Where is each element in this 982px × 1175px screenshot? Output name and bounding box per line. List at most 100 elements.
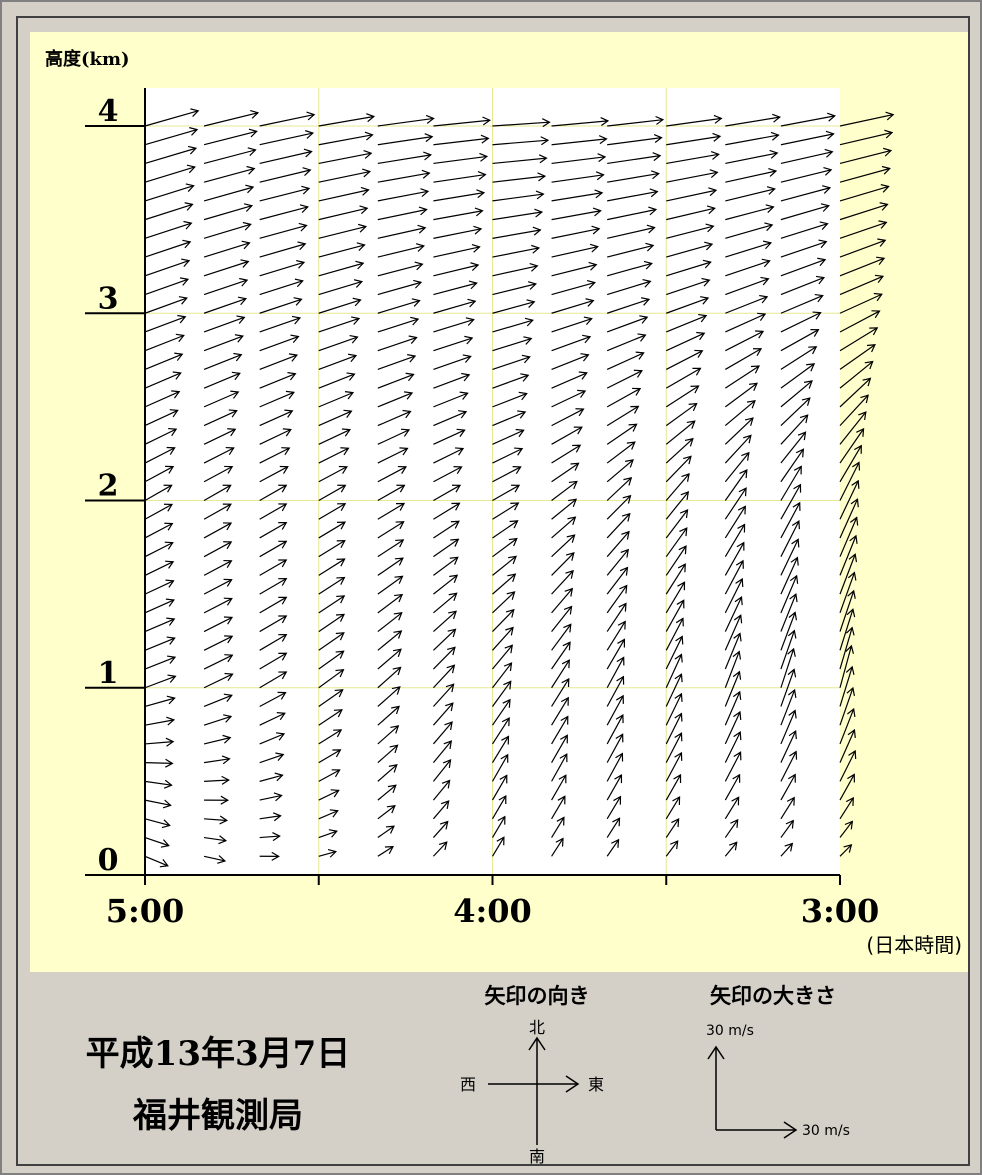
wind-arrow (551, 389, 587, 408)
wind-arrow (665, 491, 690, 520)
wind-arrow (318, 131, 374, 146)
wind-arrow (725, 258, 771, 277)
wind-arrow (144, 836, 170, 848)
station-name: 福井観測局 (132, 1096, 303, 1136)
wind-arrow (492, 118, 551, 128)
wind-arrow (606, 838, 620, 857)
wind-arrow (259, 130, 315, 146)
wind-arrow (606, 795, 622, 820)
wind-arrow (433, 428, 466, 445)
wind-arrow (551, 696, 569, 726)
wind-arrow (665, 732, 683, 763)
wind-arrow (839, 360, 874, 389)
y-tick-label: 3 (98, 281, 119, 316)
wind-arrow (551, 408, 585, 427)
wind-arrow (377, 825, 395, 839)
wind-arrow (144, 108, 200, 127)
wind-arrow (144, 239, 192, 258)
wind-arrow (432, 646, 456, 670)
wind-arrow (259, 484, 288, 502)
wind-arrow (839, 479, 860, 520)
wind-arrow (203, 484, 232, 502)
compass-west: 西 (460, 1075, 476, 1094)
wind-arrow (203, 693, 233, 708)
wind-arrow (433, 225, 483, 239)
wind-arrow (318, 689, 344, 707)
wind-arrow (780, 148, 834, 165)
wind-arrow (318, 521, 347, 539)
wind-arrow (144, 352, 184, 370)
wind-arrow (203, 128, 258, 146)
wind-arrow (780, 465, 802, 501)
wind-arrow (780, 346, 818, 370)
wind-arrow (318, 650, 345, 670)
wind-arrow (551, 837, 564, 857)
wind-arrow (377, 465, 408, 483)
wind-arrow (839, 220, 888, 239)
wind-arrow (318, 668, 345, 689)
wind-arrow (144, 258, 191, 277)
wind-arrow (839, 498, 859, 539)
wind-arrow (144, 598, 175, 614)
wind-arrow (318, 391, 355, 408)
scale-vertical-label: 30 m/s (706, 1023, 754, 1039)
wind-arrow (780, 729, 797, 763)
wind-arrow (492, 520, 519, 539)
wind-arrow (491, 717, 510, 745)
wind-arrow (377, 805, 396, 820)
wind-arrow (606, 817, 621, 838)
wind-arrow (377, 725, 400, 745)
wind-arrow (665, 795, 681, 820)
wind-arrow (492, 680, 512, 707)
wind-arrow (780, 483, 802, 520)
wind-arrow (724, 451, 750, 483)
wind-arrow (606, 459, 634, 483)
wind-arrow (491, 735, 510, 763)
wind-arrow (780, 668, 797, 707)
wind-arrow (666, 205, 716, 221)
wind-arrow (259, 578, 288, 595)
wind-arrow (318, 447, 350, 464)
wind-arrow (377, 335, 418, 352)
wind-arrow (203, 203, 254, 221)
wind-arrow (839, 571, 857, 614)
wind-arrow (318, 749, 342, 764)
wind-arrow (606, 333, 647, 352)
wind-arrow (606, 369, 643, 389)
wind-arrow (551, 534, 576, 558)
wind-arrow (666, 259, 712, 277)
wind-arrow (780, 501, 801, 539)
wind-arrow (665, 545, 687, 576)
wind-arrow (839, 377, 872, 408)
wind-arrow (432, 721, 453, 745)
wind-arrow (203, 352, 243, 370)
wind-arrow (144, 277, 190, 296)
wind-arrow (551, 261, 598, 277)
wind-arrow (433, 189, 486, 202)
wind-arrow (607, 134, 663, 146)
wind-arrow (606, 476, 633, 501)
wind-arrow (725, 204, 775, 221)
wind-arrow (725, 149, 779, 165)
wind-arrow (606, 566, 629, 595)
wind-arrow (318, 334, 359, 352)
wind-arrow (666, 132, 722, 146)
wind-arrow (377, 575, 404, 595)
wind-arrow (144, 220, 193, 239)
wind-arrow (203, 240, 251, 258)
wind-arrow (144, 716, 176, 726)
wind-arrow (665, 402, 698, 427)
wind-arrow (665, 563, 686, 595)
wind-arrow (780, 311, 822, 333)
wind-arrow (318, 168, 372, 183)
wind-arrow (839, 553, 858, 595)
wind-arrow (780, 185, 832, 202)
wind-arrow (839, 292, 883, 314)
wind-arrow (665, 527, 688, 558)
wind-arrow (144, 333, 185, 352)
wind-arrow (432, 820, 449, 838)
wind-arrow (724, 596, 743, 632)
wind-arrow (724, 796, 740, 820)
wind-arrow (724, 541, 745, 576)
wind-arrow (377, 372, 415, 389)
